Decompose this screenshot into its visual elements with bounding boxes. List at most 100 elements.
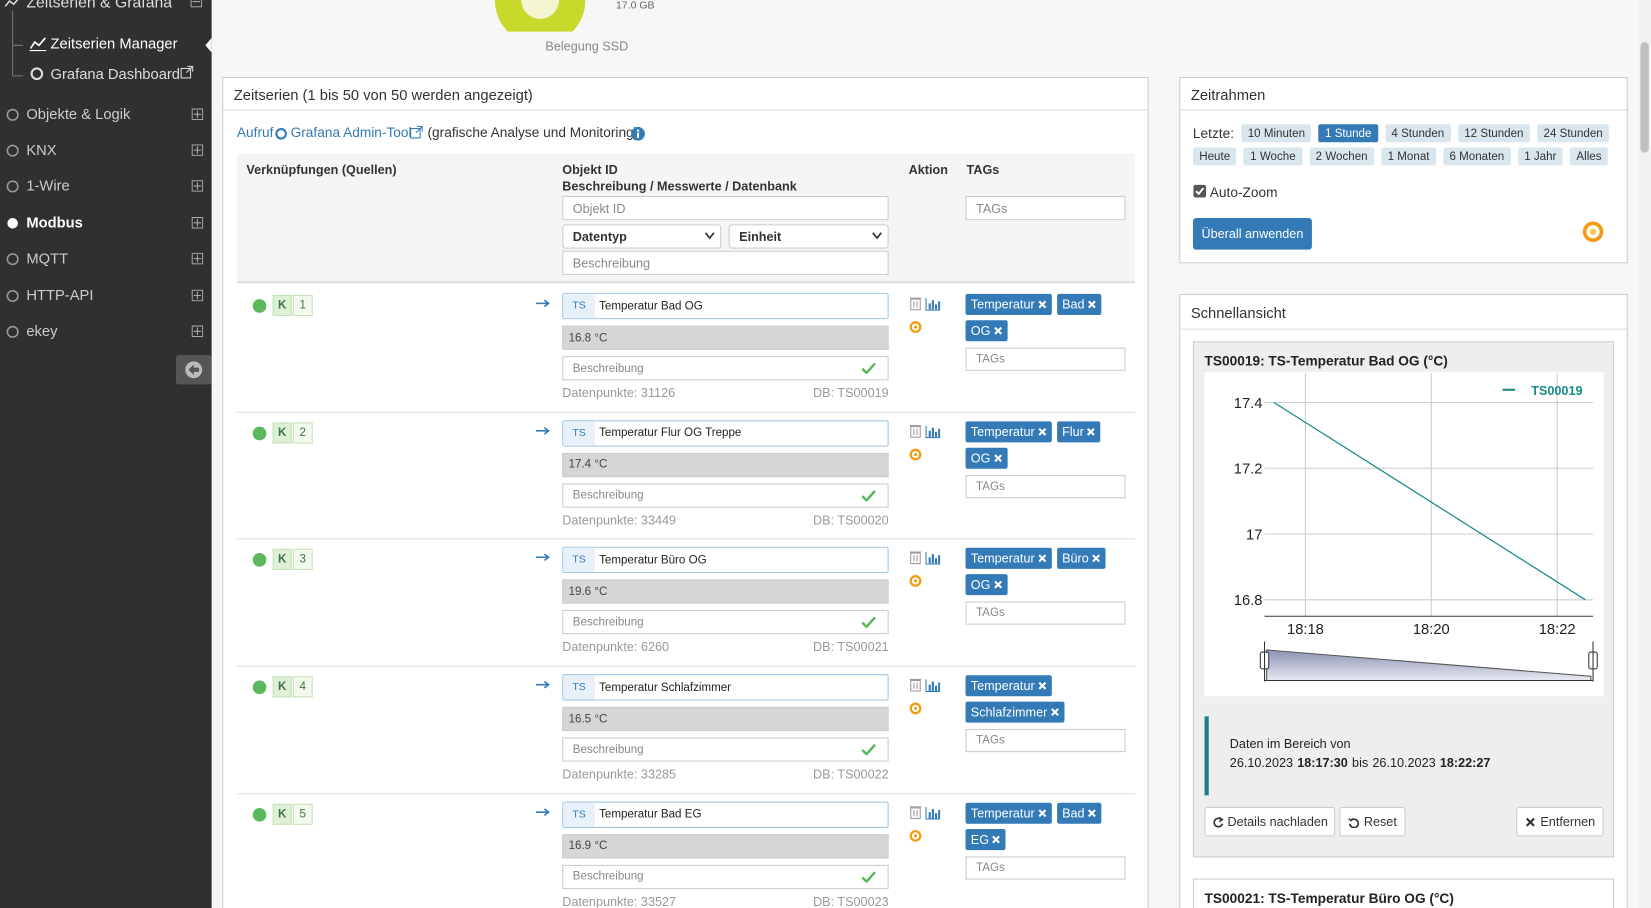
tag-remove[interactable]	[1038, 300, 1046, 309]
tag-input[interactable]: TAGs	[965, 729, 1126, 753]
filter-description[interactable]: Beschreibung	[562, 250, 889, 275]
tag-remove[interactable]	[992, 835, 1001, 844]
timeframe-button[interactable]: 2 Wochen	[1309, 147, 1374, 166]
timeframe-button[interactable]: 10 Minuten	[1241, 124, 1312, 143]
apply-button[interactable]: Überall anwenden	[1192, 218, 1312, 250]
timeframe-button[interactable]: 1 Woche	[1243, 147, 1302, 166]
expand-icon[interactable]	[191, 180, 204, 192]
grafana-icon[interactable]	[909, 829, 923, 843]
tag-input[interactable]: TAGs	[965, 856, 1126, 880]
sidebar-subitem[interactable]: Grafana Dashboard	[50, 65, 181, 83]
description-input[interactable]: Beschreibung	[562, 864, 889, 889]
grafana-icon[interactable]	[909, 320, 923, 334]
timeframe-button[interactable]: Alles	[1570, 147, 1608, 166]
tag-input[interactable]: TAGs	[965, 347, 1126, 371]
tag-remove[interactable]	[1038, 554, 1046, 563]
tag-remove[interactable]	[993, 581, 1002, 589]
filter-tags[interactable]: TAGs	[965, 195, 1126, 221]
tag-remove[interactable]	[1050, 708, 1059, 717]
menu-item[interactable]: HTTP-API	[26, 286, 94, 304]
menu-item[interactable]: Objekte & Logik	[26, 105, 131, 123]
menu-item[interactable]: ekey	[26, 322, 58, 340]
description-input[interactable]: Beschreibung	[562, 610, 889, 635]
tag-input[interactable]: TAGs	[965, 474, 1126, 498]
tag-remove[interactable]	[1038, 427, 1046, 436]
filter-objectid[interactable]: Objekt ID	[562, 195, 889, 221]
tag-remove[interactable]	[1092, 554, 1101, 563]
chart-icon[interactable]	[925, 425, 941, 438]
sidebar-subitem[interactable]: Zeitserien Manager	[50, 34, 178, 52]
save-check[interactable]	[861, 489, 876, 502]
grafana-icon[interactable]	[909, 447, 923, 461]
delete-icon[interactable]	[909, 296, 922, 311]
timeframe-button[interactable]: 1 Jahr	[1517, 147, 1563, 166]
action-button[interactable]: Entfernen	[1516, 806, 1604, 837]
timeframe-button[interactable]: Heute	[1192, 147, 1237, 166]
menu-item[interactable]: Modbus	[26, 213, 83, 231]
icon-part	[1038, 427, 1046, 436]
grafana-icon[interactable]	[909, 575, 923, 589]
chart-icon[interactable]	[925, 806, 941, 820]
timeframe-button[interactable]: 24 Stunden	[1537, 124, 1610, 143]
ts-name[interactable]: Temperatur Büro OG	[599, 553, 707, 567]
grafana-link[interactable]: Grafana Admin-Tool	[290, 124, 412, 141]
action-button[interactable]: Details nachladen	[1204, 806, 1336, 837]
link-prefix[interactable]: Aufruf	[236, 124, 274, 141]
ts-name[interactable]: Temperatur Bad EG	[599, 808, 702, 821]
expand-icon[interactable]	[191, 325, 204, 338]
scrollbar-thumb[interactable]	[1640, 42, 1649, 153]
checkbox[interactable]	[1193, 184, 1207, 198]
delete-icon[interactable]	[909, 423, 922, 438]
ts-name[interactable]: Temperatur Schlafzimmer	[599, 681, 732, 694]
action-button[interactable]: Reset	[1339, 806, 1406, 837]
sidebar-toggle[interactable]	[175, 354, 212, 385]
filter-type[interactable]: Datentyp	[562, 224, 722, 249]
delete-icon[interactable]	[909, 677, 922, 692]
delete-icon[interactable]	[909, 805, 922, 820]
name-input[interactable]: TS Temperatur Bad EG	[562, 801, 889, 828]
save-check[interactable]	[861, 362, 876, 374]
timeframe-button[interactable]: 4 Stunden	[1385, 124, 1451, 143]
tag-remove[interactable]	[993, 453, 1002, 462]
timeframe-button[interactable]: 1 Stunde	[1318, 124, 1378, 143]
tag-remove[interactable]	[993, 326, 1002, 335]
tag-label: EG	[970, 831, 990, 847]
timeframe-button[interactable]: 12 Stunden	[1457, 124, 1530, 143]
save-check[interactable]	[861, 871, 876, 883]
save-check[interactable]	[861, 744, 876, 756]
chart-icon[interactable]	[925, 298, 941, 311]
filter-unit[interactable]: Einheit	[728, 224, 889, 249]
grafana-icon[interactable]	[909, 702, 923, 716]
tag-remove[interactable]	[1088, 809, 1096, 817]
name-input[interactable]: TS Temperatur Schlafzimmer	[562, 674, 889, 701]
description-input[interactable]: Beschreibung	[562, 737, 889, 762]
name-input[interactable]: TS Temperatur Flur OG Treppe	[562, 419, 889, 447]
tag-remove[interactable]	[1087, 427, 1096, 436]
ts-name[interactable]: Temperatur Bad OG	[599, 299, 703, 313]
expand-icon[interactable]	[191, 289, 204, 302]
tag-remove[interactable]	[1038, 809, 1046, 817]
delete-icon[interactable]	[909, 550, 922, 565]
tag-remove[interactable]	[1038, 681, 1046, 690]
expand-icon[interactable]	[191, 144, 204, 156]
menu-item[interactable]: MQTT	[26, 249, 69, 267]
chart-icon[interactable]	[925, 552, 941, 566]
name-input[interactable]: TS Temperatur Büro OG	[562, 547, 889, 574]
ts-name[interactable]: Temperatur Flur OG Treppe	[599, 426, 742, 440]
tag-input[interactable]: TAGs	[965, 601, 1126, 626]
tag-remove[interactable]	[1088, 300, 1096, 309]
timeframe-button[interactable]: 1 Monat	[1381, 147, 1436, 166]
icon-part	[861, 489, 876, 502]
description-input[interactable]: Beschreibung	[562, 483, 889, 508]
save-check[interactable]	[861, 616, 876, 629]
menu-item[interactable]: KNX	[26, 141, 57, 159]
timeframe-button[interactable]: 6 Monaten	[1443, 147, 1511, 166]
name-input[interactable]: TS Temperatur Bad OG	[562, 292, 889, 320]
description-input[interactable]: Beschreibung	[562, 356, 889, 381]
expand-icon[interactable]	[191, 217, 204, 229]
menu-item[interactable]: 1-Wire	[26, 176, 70, 194]
expand-icon[interactable]	[191, 108, 204, 121]
expand-icon[interactable]	[191, 252, 204, 265]
tag-list: Temperatur Bad EG	[965, 802, 1132, 850]
chart-icon[interactable]	[925, 679, 941, 693]
